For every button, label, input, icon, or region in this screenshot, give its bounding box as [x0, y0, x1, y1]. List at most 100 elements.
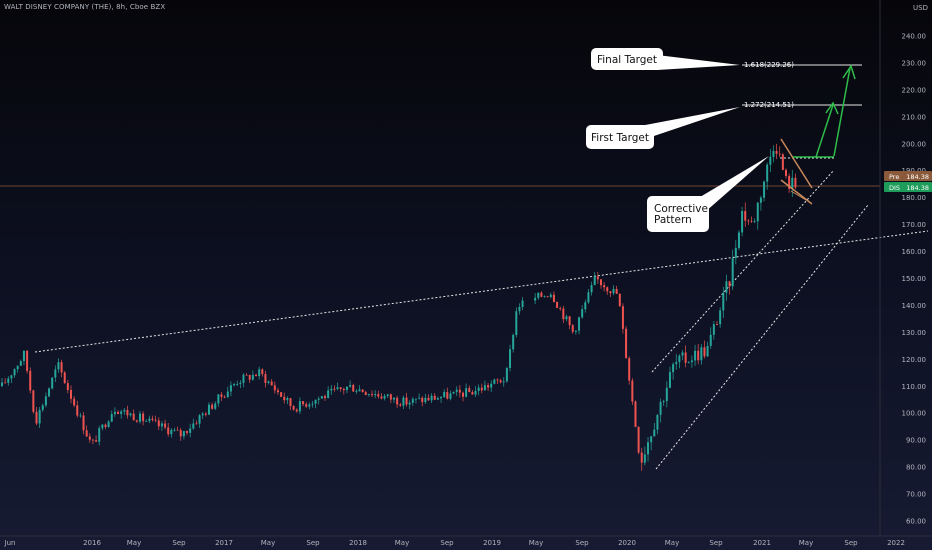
candle-up	[659, 401, 662, 415]
candle-up	[449, 393, 452, 399]
candle-up	[198, 415, 201, 424]
candle-down	[164, 423, 167, 428]
y-axis-currency: USD	[913, 4, 928, 12]
candle-down	[305, 404, 308, 407]
candle-up	[239, 382, 242, 384]
candle-up	[229, 385, 232, 392]
candle-down	[73, 398, 76, 406]
y-tick-label: 120.00	[902, 356, 927, 364]
candle-up	[741, 211, 744, 233]
candle-up	[493, 379, 496, 384]
candle-up	[129, 413, 132, 416]
candle-down	[35, 411, 38, 424]
candle-down	[264, 374, 267, 383]
x-tick-label: 2020	[618, 539, 636, 547]
candle-up	[336, 387, 339, 390]
candle-up	[101, 424, 104, 429]
candle-up	[110, 414, 113, 422]
y-tick-label: 210.00	[902, 113, 927, 121]
candle-up	[543, 296, 546, 298]
candle-up	[681, 352, 684, 356]
y-tick-label: 130.00	[902, 329, 927, 337]
candle-up	[22, 350, 25, 362]
candle-up	[207, 404, 210, 415]
x-tick-label: May	[665, 539, 679, 547]
candle-down	[223, 396, 226, 398]
candle-up	[712, 324, 715, 335]
candle-up	[13, 369, 16, 376]
y-tick-label: 110.00	[902, 383, 927, 391]
candle-up	[578, 317, 581, 331]
x-tick-label: 2019	[483, 539, 501, 547]
candle-up	[722, 292, 725, 311]
candle-down	[480, 387, 483, 391]
candle-down	[568, 316, 571, 326]
candle-down	[4, 382, 7, 384]
candle-down	[546, 296, 549, 298]
x-tick-label: 2018	[349, 539, 367, 547]
candle-up	[662, 401, 665, 402]
candle-down	[496, 379, 499, 381]
candle-up	[48, 388, 51, 397]
candle-up	[57, 362, 60, 370]
candle-down	[104, 424, 107, 427]
candle-down	[446, 392, 449, 399]
y-tick-label: 60.00	[906, 518, 926, 526]
x-tick-label: May	[127, 539, 141, 547]
candle-up	[402, 397, 405, 406]
y-tick-label: 230.00	[902, 59, 927, 67]
candle-up	[170, 429, 173, 435]
candle-up	[160, 423, 163, 427]
candle-up	[123, 409, 126, 412]
candle-down	[292, 406, 295, 410]
x-tick-label: Sep	[844, 539, 858, 547]
candle-up	[414, 398, 417, 400]
candle-down	[399, 404, 402, 406]
candle-down	[471, 392, 474, 395]
x-tick-label: Sep	[575, 539, 589, 547]
candle-up	[502, 381, 505, 383]
candle-down	[176, 429, 179, 431]
candle-up	[138, 413, 141, 422]
candle-up	[656, 414, 659, 430]
candle-up	[734, 247, 737, 259]
candle-up	[612, 288, 615, 294]
candle-up	[386, 394, 389, 396]
candle-up	[665, 387, 668, 402]
y-axis[interactable]: 240.00230.00220.00210.00200.00190.00180.…	[902, 33, 927, 526]
candle-up	[424, 397, 427, 403]
candle-up	[675, 362, 678, 365]
candle-down	[95, 440, 98, 442]
candle-up	[668, 372, 671, 388]
candle-down	[179, 430, 182, 437]
candle-down	[433, 395, 436, 400]
candle-down	[220, 394, 223, 397]
candle-down	[552, 294, 555, 302]
candle-down	[295, 409, 298, 412]
candle-up	[700, 347, 703, 361]
x-tick-label: 2016	[83, 539, 101, 547]
candle-down	[195, 423, 198, 425]
corrective-label-line2: Pattern	[654, 214, 692, 226]
x-tick-label: May	[261, 539, 275, 547]
candle-up	[408, 402, 411, 405]
candle-up	[483, 385, 486, 391]
fib-lines: 1.618(229.26) 1.272(214.51)	[742, 61, 862, 109]
candle-up	[587, 292, 590, 303]
y-tick-label: 140.00	[902, 302, 927, 310]
candle-down	[380, 396, 383, 399]
candle-down	[637, 426, 640, 453]
candle-down	[640, 452, 643, 463]
candle-up	[1, 382, 3, 387]
candle-up	[653, 429, 656, 437]
candle-up	[192, 423, 195, 429]
candle-down	[211, 404, 214, 409]
candle-up	[54, 369, 57, 378]
candle-up	[505, 367, 508, 382]
x-tick-label: 2017	[215, 539, 233, 547]
candle-down	[270, 381, 273, 386]
x-axis[interactable]: Jun 2016 May Sep 2017 May Sep 2018 May Sep 2019 May…	[4, 539, 905, 547]
candle-up	[44, 396, 47, 406]
candle-up	[189, 428, 192, 433]
